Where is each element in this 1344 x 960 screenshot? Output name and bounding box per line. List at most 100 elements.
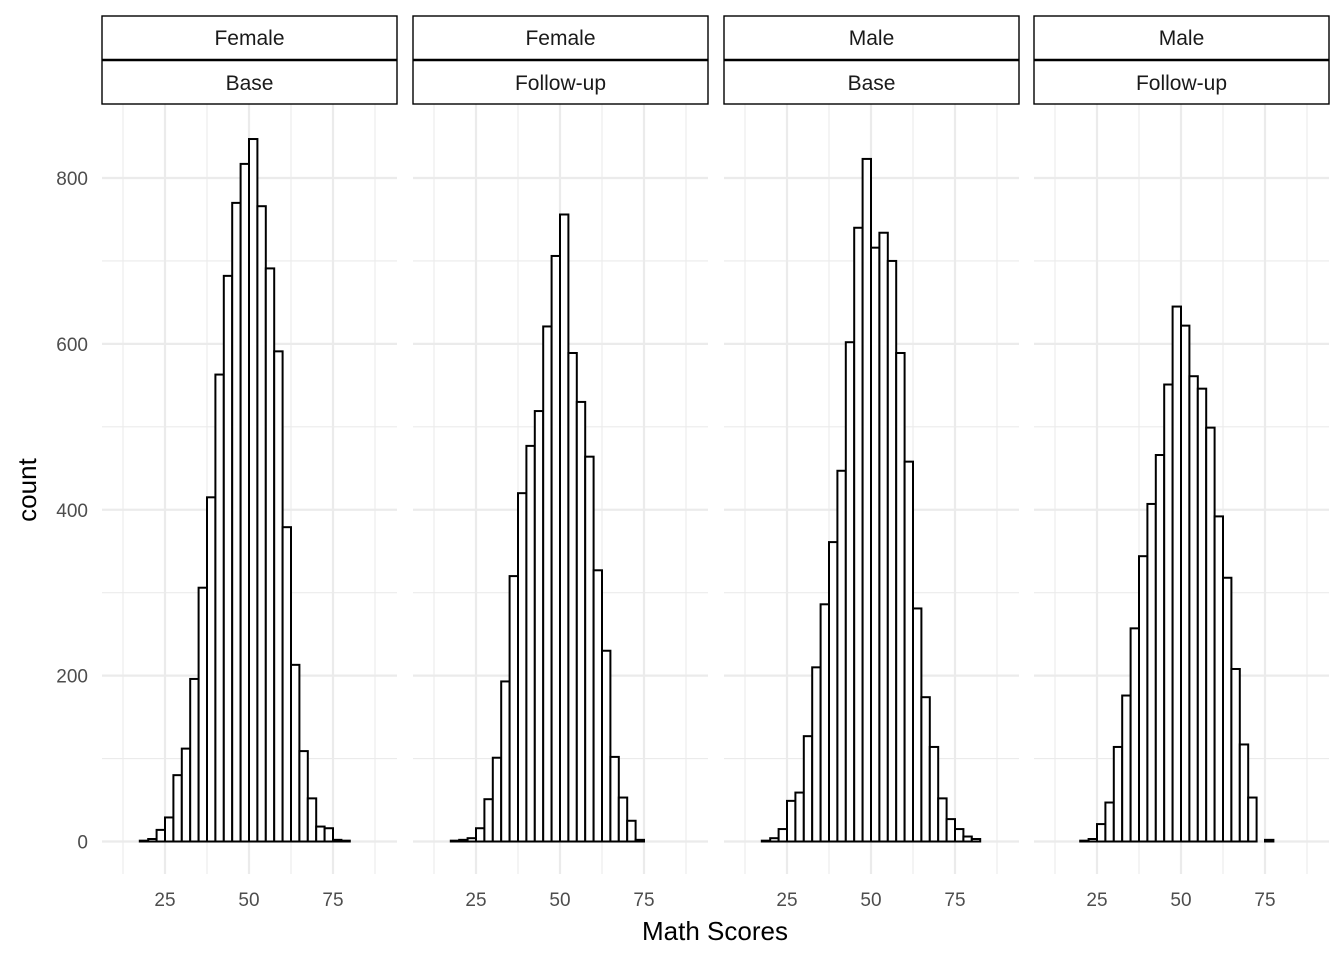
histogram-bar xyxy=(1129,627,1140,843)
histogram-bar xyxy=(180,747,192,843)
histogram-bar xyxy=(1096,823,1107,843)
histogram-bar xyxy=(550,254,561,843)
histogram-bar xyxy=(155,828,167,843)
histogram-bar xyxy=(1087,838,1098,843)
histogram-bar xyxy=(332,838,343,843)
histogram-bar xyxy=(290,663,301,843)
histogram-bar xyxy=(828,541,839,843)
panel-2: 25 50 75 Female Follow-up xyxy=(412,15,709,911)
histogram-bar xyxy=(264,267,276,843)
histogram-bar xyxy=(138,839,150,843)
histogram-bar xyxy=(1222,576,1233,843)
histogram-bar xyxy=(248,138,259,843)
histogram-bar xyxy=(903,460,914,843)
histogram-bar xyxy=(231,201,242,843)
x-tick-label: 75 xyxy=(944,890,965,911)
x-tick-label: 75 xyxy=(322,890,343,911)
histogram-bar xyxy=(584,455,595,843)
histogram-bar xyxy=(491,756,503,843)
facet-strip-label-top: Female xyxy=(525,27,595,50)
histogram-bar xyxy=(1154,454,1166,843)
histogram-bar xyxy=(928,745,940,843)
histogram-bar xyxy=(567,351,578,843)
histogram-bar xyxy=(172,774,183,843)
histogram-bar xyxy=(1121,694,1132,843)
histogram-bar xyxy=(802,735,814,843)
histogram-bar xyxy=(617,796,629,843)
histogram-bar xyxy=(340,839,351,843)
histogram-bar xyxy=(466,837,478,843)
histogram-bar xyxy=(483,798,494,843)
x-tick-label: 50 xyxy=(238,890,259,911)
histogram-bar xyxy=(912,607,923,843)
histogram-bar xyxy=(1230,667,1241,843)
histogram-bar xyxy=(306,797,318,843)
histogram-bar xyxy=(920,696,931,843)
histogram-bar xyxy=(634,838,645,843)
histogram-bar xyxy=(1180,324,1191,843)
facet-strip-label-bottom: Follow-up xyxy=(1136,72,1227,95)
histogram-bar xyxy=(214,373,225,843)
x-tick-label: 25 xyxy=(465,890,486,911)
histogram-bar xyxy=(1238,743,1250,843)
histogram-bar xyxy=(1163,383,1174,843)
histogram-bar xyxy=(819,603,830,843)
x-tick-label: 50 xyxy=(549,890,570,911)
facet-strip-label-bottom: Base xyxy=(848,72,896,95)
histogram-bar xyxy=(786,799,797,843)
y-axis-title: count xyxy=(12,457,42,521)
x-tick-label: 75 xyxy=(1254,890,1275,911)
facet-strip-label-top: Female xyxy=(214,27,284,50)
histogram-bar xyxy=(500,680,511,843)
facet-strip-label-top: Male xyxy=(849,27,895,50)
histogram-bar xyxy=(945,818,956,843)
histogram-bar xyxy=(1079,839,1090,843)
histogram-bar xyxy=(533,410,545,843)
histogram-bar xyxy=(1196,387,1208,843)
y-tick-label: 400 xyxy=(56,501,88,522)
histogram-bar xyxy=(1205,426,1216,843)
histogram-bar xyxy=(626,819,637,843)
histogram-bar xyxy=(760,839,772,843)
y-tick-label: 600 xyxy=(56,335,88,356)
x-tick-label: 25 xyxy=(154,890,175,911)
histogram-bar xyxy=(273,350,284,843)
x-tick-label: 75 xyxy=(633,890,654,911)
histogram-bar xyxy=(542,325,553,843)
y-tick-label: 0 xyxy=(77,833,88,854)
histogram-bar xyxy=(475,827,486,843)
histogram-bar xyxy=(861,157,872,843)
histogram-bar xyxy=(870,246,881,843)
panel-1: 25 50 75 Female Base xyxy=(101,15,398,911)
facet-strip-label-top: Male xyxy=(1159,27,1205,50)
x-tick-label: 25 xyxy=(776,890,797,911)
facet-strip-label-bottom: Follow-up xyxy=(515,72,606,95)
histogram-bar xyxy=(601,649,612,843)
histogram-bar xyxy=(853,226,864,843)
y-axis-ticks: 0 200 400 600 800 xyxy=(56,169,88,854)
histogram-bar xyxy=(525,444,536,843)
histogram-bar xyxy=(239,162,251,843)
histogram-bar xyxy=(323,827,335,843)
histogram-bar xyxy=(811,666,822,843)
histogram-bar xyxy=(197,586,209,843)
histogram-bar xyxy=(1264,838,1275,843)
histogram-bar xyxy=(1213,515,1224,843)
histogram-bar xyxy=(206,496,217,843)
panel-4: 25 50 75 Male Follow-up xyxy=(1033,15,1330,911)
histogram-bar xyxy=(895,351,906,843)
histogram-bar xyxy=(836,469,847,843)
histogram-bar xyxy=(256,205,267,843)
histogram-bar xyxy=(298,750,309,843)
y-tick-label: 800 xyxy=(56,169,88,190)
histogram-bar xyxy=(769,837,780,843)
histogram-bar xyxy=(189,677,200,843)
histogram-bar xyxy=(937,797,948,843)
histogram-bar xyxy=(559,213,570,843)
histogram-bar xyxy=(164,816,175,843)
histogram-bar xyxy=(458,838,469,843)
panels: 25 50 75 Female Base 25 50 75 Female Follow-up 25 5… xyxy=(101,15,1330,911)
panel-3: 25 50 75 Male Base xyxy=(723,15,1020,911)
histogram-bar xyxy=(1247,796,1258,843)
